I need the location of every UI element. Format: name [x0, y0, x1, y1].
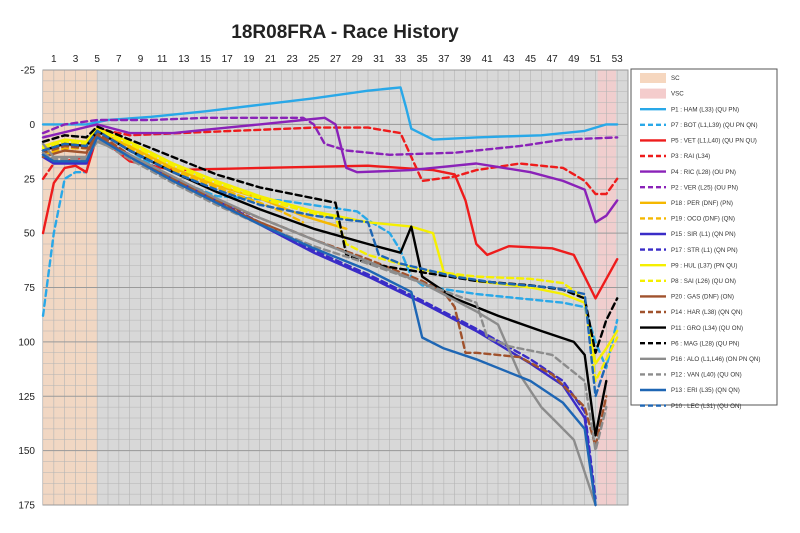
legend-label-5: P2 : VER (L25) (OU PN)	[671, 184, 738, 191]
y-tick-100: 100	[18, 337, 35, 348]
legend-label-12: P20 : GAS (DNF) (ON)	[671, 294, 734, 301]
x-tick-21: 21	[265, 54, 277, 65]
series-line-19	[41, 129, 608, 398]
series-line-1	[41, 129, 619, 370]
x-tick-47: 47	[547, 54, 559, 65]
y-tick-25: 25	[24, 174, 36, 185]
y-tick--25: -25	[21, 66, 36, 77]
x-tick-37: 37	[438, 54, 450, 65]
y-tick-labels: -25 0 25 50 75 100 125 150 175	[18, 66, 35, 512]
legend-label-0: P1 : HAM (L33) (QU PN)	[671, 106, 739, 113]
series-lines	[41, 86, 619, 507]
legend-label-sc: SC	[671, 75, 680, 82]
series-line-15	[41, 125, 619, 354]
x-tick-5: 5	[94, 54, 100, 65]
x-tick-41: 41	[482, 54, 494, 65]
x-tick-17: 17	[222, 54, 234, 65]
x-tick-45: 45	[525, 54, 537, 65]
x-tick-15: 15	[200, 54, 212, 65]
x-tick-33: 33	[395, 54, 407, 65]
legend-label-4: P4 : RIC (L28) (OU PN)	[671, 169, 736, 176]
legend-label-17: P12 : VAN (L40) (QU ON)	[671, 372, 742, 379]
legend-label-vsc: VSC	[671, 91, 684, 98]
x-tick-7: 7	[116, 54, 122, 65]
legend-box	[630, 68, 778, 406]
series-line-2	[41, 134, 619, 300]
legend-label-13: P14 : HAR (L38) (QN QN)	[671, 309, 743, 316]
x-tick-9: 9	[138, 54, 144, 65]
legend-label-18: P13 : ERI (L35) (QN QN)	[671, 387, 740, 394]
x-tick-1: 1	[51, 54, 57, 65]
legend-label-3: P3 : RAI (L34)	[671, 153, 710, 160]
legend-label-14: P11 : GRO (L34) (QU ON)	[671, 325, 743, 332]
legend-label-6: P18 : PER (DNF) (PN)	[671, 200, 733, 207]
x-tick-23: 23	[287, 54, 299, 65]
legend-label-19: P10 : LEC (L31) (QU ON)	[671, 403, 742, 410]
legend-label-11: P8 : SAI (L26) (QU ON)	[671, 278, 736, 285]
legend-label-16: P16 : ALO (L1,L46) (ON PN QN)	[671, 356, 760, 363]
x-tick-11: 11	[157, 54, 168, 65]
legend-label-9: P17 : STR (L1) (QN PN)	[671, 247, 738, 254]
legend-label-8: P15 : SIR (L1) (QN PN)	[671, 231, 736, 238]
legend: SC VSC P1 : HAM (L33) (QU PN) P7 : BOT (L1,…	[640, 73, 760, 410]
x-tick-49: 49	[568, 54, 580, 65]
x-tick-19: 19	[243, 54, 255, 65]
x-tick-31: 31	[373, 54, 385, 65]
x-tick-29: 29	[352, 54, 364, 65]
series-line-10	[41, 127, 619, 365]
x-tick-3: 3	[73, 54, 79, 65]
chart-title: 18R08FRA - Race History	[231, 22, 459, 43]
x-tick-53: 53	[612, 54, 624, 65]
x-tick-35: 35	[417, 54, 429, 65]
x-tick-13: 13	[178, 54, 190, 65]
x-tick-43: 43	[503, 54, 515, 65]
legend-swatch-sc	[640, 73, 666, 83]
x-tick-25: 25	[308, 54, 320, 65]
y-tick-50: 50	[24, 229, 36, 240]
legend-label-1: P7 : BOT (L1,L39) (QU PN QN)	[671, 122, 758, 129]
legend-label-2: P5 : VET (L1,L40) (QU PN QU)	[671, 138, 757, 145]
x-tick-51: 51	[590, 54, 602, 65]
y-tick-150: 150	[18, 446, 35, 457]
legend-swatch-vsc	[640, 88, 666, 99]
y-tick-75: 75	[24, 283, 36, 294]
series-line-18	[41, 136, 597, 507]
series-line-13	[41, 131, 608, 448]
y-tick-175: 175	[18, 501, 35, 512]
y-tick-0: 0	[29, 120, 35, 131]
series-line-5	[41, 116, 619, 157]
x-tick-27: 27	[330, 54, 342, 65]
y-tick-125: 125	[18, 392, 35, 403]
legend-label-10: P9 : HUL (L37) (PN QU)	[671, 262, 737, 269]
legend-label-15: P6 : MAG (L28) (QU PN)	[671, 340, 739, 347]
x-tick-39: 39	[460, 54, 472, 65]
series-line-4	[41, 116, 619, 224]
x-tick-labels: 1 3 5 7 9 11 13 15 17 19 21 23 25 27 29 31 33 35 37 39 41 43 4…	[51, 54, 623, 65]
legend-label-7: P19 : OCO (DNF) (QN)	[671, 216, 735, 223]
